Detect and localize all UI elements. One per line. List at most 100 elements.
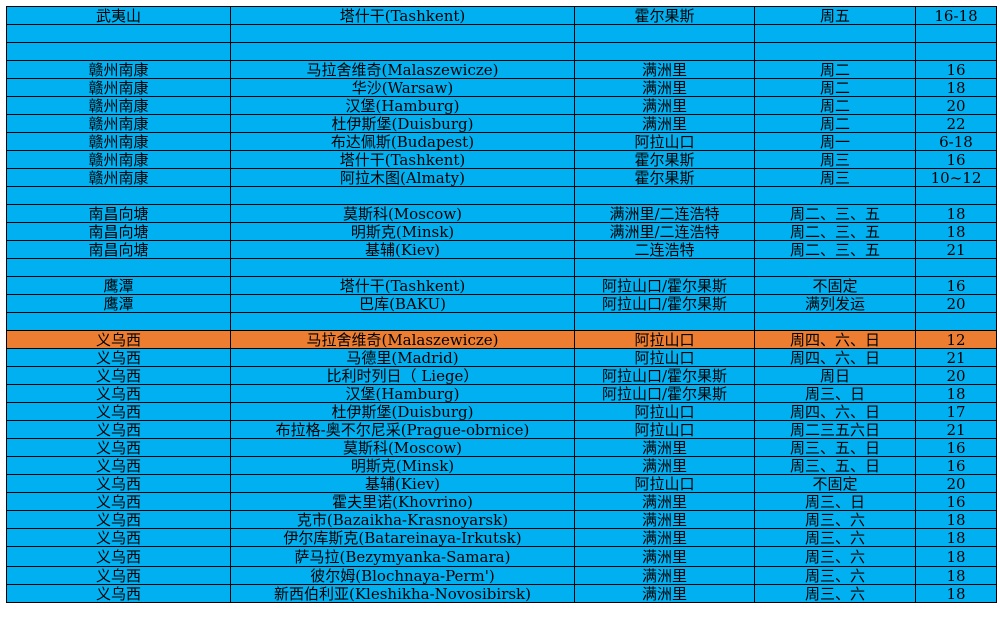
border-port-cell[interactable]: 二连浩特 (574, 240, 755, 259)
departure-days-cell[interactable]: 周四、六、日 (754, 330, 916, 349)
origin-station-cell[interactable]: 义乌西 (6, 546, 231, 567)
origin-station-cell[interactable] (6, 42, 231, 61)
transit-days-cell[interactable]: 18 (915, 546, 997, 567)
departure-days-cell[interactable]: 周四、六、日 (754, 402, 916, 421)
border-port-cell[interactable]: 阿拉山口 (574, 330, 755, 349)
border-port-cell[interactable]: 满洲里 (574, 546, 755, 567)
border-port-cell[interactable]: 阿拉山口 (574, 474, 755, 493)
border-port-cell[interactable]: 满洲里 (574, 510, 755, 529)
border-port-cell[interactable]: 满洲里 (574, 528, 755, 547)
origin-station-cell[interactable]: 义乌西 (6, 402, 231, 421)
border-port-cell[interactable] (574, 24, 755, 43)
departure-days-cell[interactable]: 不固定 (754, 474, 916, 493)
destination-cell[interactable]: 塔什干(Tashkent) (230, 6, 575, 25)
border-port-cell[interactable]: 阿拉山口/霍尔果斯 (574, 366, 755, 385)
transit-days-cell[interactable]: 18 (915, 566, 997, 585)
transit-days-cell[interactable]: 16 (915, 276, 997, 295)
departure-days-cell[interactable]: 周三、五、日 (754, 438, 916, 457)
origin-station-cell[interactable]: 南昌向塘 (6, 240, 231, 259)
origin-station-cell[interactable]: 赣州南康 (6, 96, 231, 115)
origin-station-cell[interactable]: 赣州南康 (6, 168, 231, 187)
origin-station-cell[interactable]: 武夷山 (6, 6, 231, 25)
transit-days-cell[interactable]: 21 (915, 420, 997, 439)
destination-cell[interactable]: 巴库(BAKU) (230, 294, 575, 313)
departure-days-cell[interactable]: 周四、六、日 (754, 348, 916, 367)
departure-days-cell[interactable]: 周二 (754, 114, 916, 133)
origin-station-cell[interactable] (6, 186, 231, 205)
border-port-cell[interactable]: 阿拉山口/霍尔果斯 (574, 294, 755, 313)
border-port-cell[interactable] (574, 312, 755, 331)
origin-station-cell[interactable]: 义乌西 (6, 456, 231, 475)
departure-days-cell[interactable]: 周三、六 (754, 528, 916, 547)
destination-cell[interactable]: 华沙(Warsaw) (230, 78, 575, 97)
transit-days-cell[interactable]: 18 (915, 204, 997, 223)
border-port-cell[interactable]: 阿拉山口 (574, 132, 755, 151)
transit-days-cell[interactable] (915, 42, 997, 61)
border-port-cell[interactable]: 满洲里 (574, 566, 755, 585)
origin-station-cell[interactable]: 义乌西 (6, 330, 231, 349)
origin-station-cell[interactable] (6, 258, 231, 277)
destination-cell[interactable]: 比利时列日（ Liege） (230, 366, 575, 385)
destination-cell[interactable]: 马拉舍维奇(Malaszewicze) (230, 330, 575, 349)
origin-station-cell[interactable]: 义乌西 (6, 438, 231, 457)
destination-cell[interactable]: 萨马拉(Bezymyanka-Samara) (230, 546, 575, 567)
destination-cell[interactable]: 明斯克(Minsk) (230, 222, 575, 241)
destination-cell[interactable] (230, 186, 575, 205)
border-port-cell[interactable]: 阿拉山口/霍尔果斯 (574, 384, 755, 403)
origin-station-cell[interactable]: 赣州南康 (6, 60, 231, 79)
border-port-cell[interactable]: 满洲里 (574, 96, 755, 115)
origin-station-cell[interactable]: 鹰潭 (6, 294, 231, 313)
destination-cell[interactable]: 塔什干(Tashkent) (230, 276, 575, 295)
border-port-cell[interactable] (574, 186, 755, 205)
transit-days-cell[interactable]: 18 (915, 510, 997, 529)
destination-cell[interactable]: 霍夫里诺(Khovrino) (230, 492, 575, 511)
departure-days-cell[interactable]: 周二 (754, 78, 916, 97)
border-port-cell[interactable]: 满洲里 (574, 492, 755, 511)
destination-cell[interactable]: 新西伯利亚(Kleshikha-Novosibirsk) (230, 584, 575, 603)
transit-days-cell[interactable]: 18 (915, 78, 997, 97)
departure-days-cell[interactable] (754, 24, 916, 43)
departure-days-cell[interactable]: 周三 (754, 168, 916, 187)
origin-station-cell[interactable]: 义乌西 (6, 510, 231, 529)
destination-cell[interactable]: 杜伊斯堡(Duisburg) (230, 114, 575, 133)
border-port-cell[interactable]: 霍尔果斯 (574, 6, 755, 25)
origin-station-cell[interactable]: 义乌西 (6, 584, 231, 603)
border-port-cell[interactable]: 阿拉山口 (574, 348, 755, 367)
border-port-cell[interactable]: 满洲里 (574, 114, 755, 133)
origin-station-cell[interactable]: 义乌西 (6, 366, 231, 385)
origin-station-cell[interactable]: 义乌西 (6, 348, 231, 367)
transit-days-cell[interactable]: 18 (915, 528, 997, 547)
destination-cell[interactable]: 莫斯科(Moscow) (230, 438, 575, 457)
destination-cell[interactable]: 克市(Bazaikha-Krasnoyarsk) (230, 510, 575, 529)
border-port-cell[interactable]: 满洲里 (574, 438, 755, 457)
departure-days-cell[interactable]: 周三 (754, 150, 916, 169)
departure-days-cell[interactable] (754, 258, 916, 277)
border-port-cell[interactable]: 满洲里/二连浩特 (574, 204, 755, 223)
transit-days-cell[interactable]: 16-18 (915, 6, 997, 25)
transit-days-cell[interactable]: 16 (915, 150, 997, 169)
departure-days-cell[interactable]: 周二 (754, 96, 916, 115)
transit-days-cell[interactable] (915, 258, 997, 277)
destination-cell[interactable] (230, 24, 575, 43)
departure-days-cell[interactable]: 周三、六 (754, 566, 916, 585)
transit-days-cell[interactable] (915, 186, 997, 205)
transit-days-cell[interactable]: 22 (915, 114, 997, 133)
departure-days-cell[interactable]: 周二、三、五 (754, 204, 916, 223)
border-port-cell[interactable]: 阿拉山口 (574, 402, 755, 421)
transit-days-cell[interactable]: 20 (915, 474, 997, 493)
border-port-cell[interactable]: 阿拉山口 (574, 420, 755, 439)
transit-days-cell[interactable]: 10~12 (915, 168, 997, 187)
transit-days-cell[interactable] (915, 24, 997, 43)
transit-days-cell[interactable]: 20 (915, 96, 997, 115)
transit-days-cell[interactable]: 20 (915, 294, 997, 313)
departure-days-cell[interactable]: 周三、六 (754, 510, 916, 529)
destination-cell[interactable]: 汉堡(Hamburg) (230, 96, 575, 115)
destination-cell[interactable]: 阿拉木图(Almaty) (230, 168, 575, 187)
border-port-cell[interactable]: 霍尔果斯 (574, 150, 755, 169)
transit-days-cell[interactable]: 18 (915, 584, 997, 603)
origin-station-cell[interactable]: 义乌西 (6, 420, 231, 439)
destination-cell[interactable]: 杜伊斯堡(Duisburg) (230, 402, 575, 421)
departure-days-cell[interactable]: 周一 (754, 132, 916, 151)
destination-cell[interactable]: 马拉舍维奇(Malaszewicze) (230, 60, 575, 79)
transit-days-cell[interactable]: 16 (915, 438, 997, 457)
